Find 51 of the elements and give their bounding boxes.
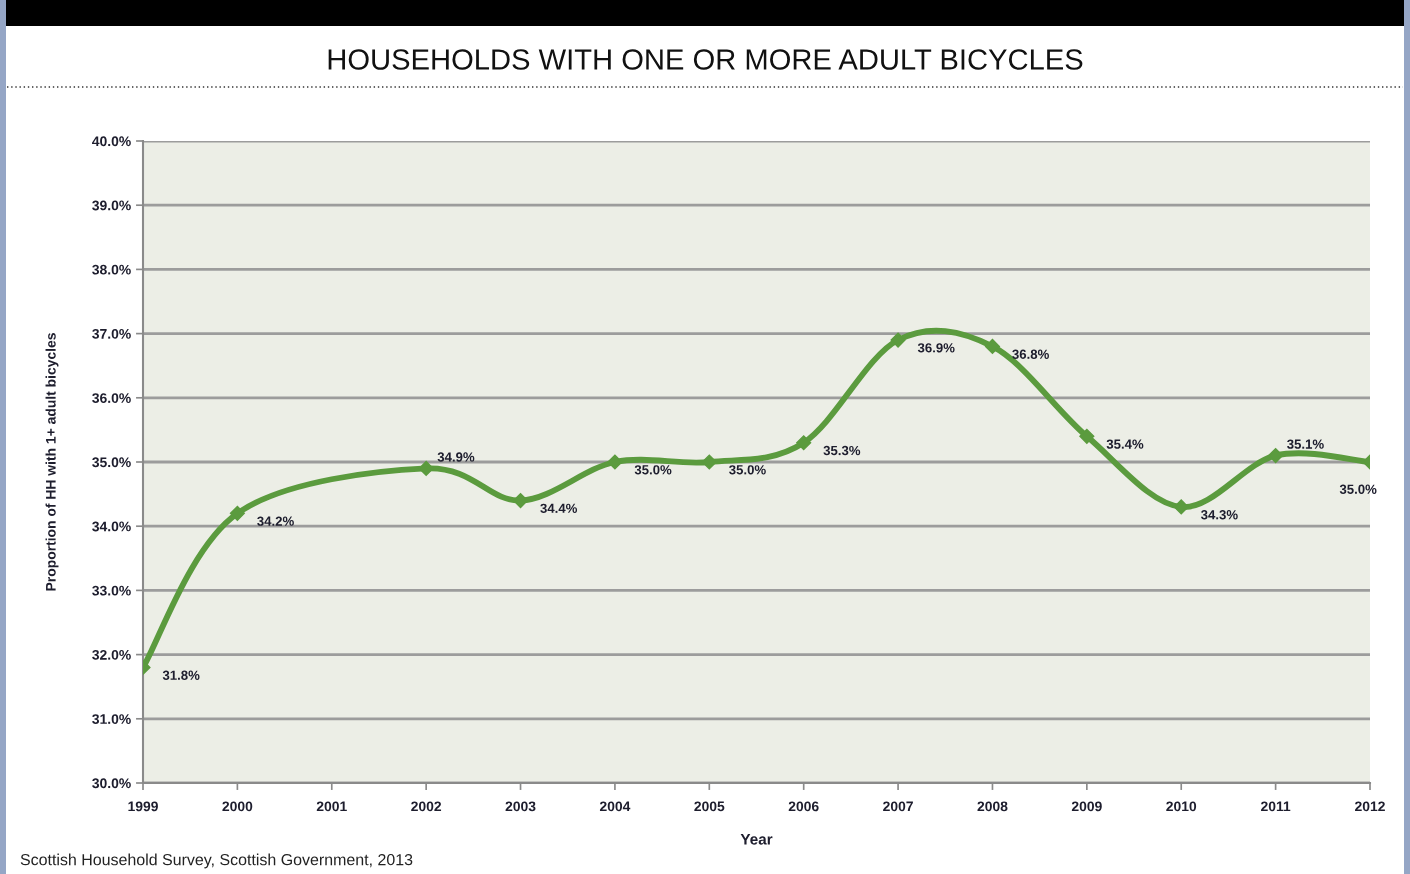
x-tick-label: 2005 <box>694 801 725 812</box>
y-tick-label: 36.0% <box>92 393 131 403</box>
x-tick-label: 2000 <box>222 801 253 812</box>
data-label: 35.3% <box>823 445 861 456</box>
y-tick-label: 33.0% <box>92 585 131 596</box>
data-label: 35.0% <box>729 465 766 475</box>
text: Scottish Household Survey, Scottish Government, 2013 <box>20 853 413 869</box>
y-tick-label: 31.0% <box>92 714 131 724</box>
x-tick-label: 2007 <box>883 801 913 812</box>
point <box>796 435 812 451</box>
point <box>229 505 245 521</box>
x-tick-label: 2010 <box>1166 801 1197 812</box>
x-tick-label: 2004 <box>599 801 631 812</box>
y-tick-label: 35.0% <box>92 457 131 468</box>
y-tick-label: 40.0% <box>92 136 131 147</box>
x-tick-label: 2001 <box>316 801 347 812</box>
x-tick-label: 2009 <box>1071 801 1102 812</box>
point <box>1173 499 1189 515</box>
point <box>607 454 623 470</box>
data-label: 35.4% <box>1106 439 1144 449</box>
data-label: 34.3% <box>1200 510 1238 520</box>
data-label: 34.9% <box>437 452 475 462</box>
y-tick-label: 34.0% <box>92 521 131 532</box>
point <box>1079 428 1095 444</box>
y-tick-label: 37.0% <box>92 328 131 339</box>
y-tick-label: 30.0% <box>92 778 131 789</box>
x-tick-label: 2003 <box>505 801 536 812</box>
x-tick-label: 2008 <box>977 801 1008 812</box>
x-tick-label: 2002 <box>411 801 442 812</box>
data-label: 35.1% <box>1287 439 1324 449</box>
data-label: 35.0% <box>634 465 672 475</box>
x-tick-label: 2011 <box>1261 801 1291 812</box>
x-tick-label: 1999 <box>128 801 158 812</box>
y-tick-label: 38.0% <box>92 264 131 275</box>
data-label: 34.2% <box>257 516 294 526</box>
chart-title: HOUSEHOLDS WITH ONE OR MORE ADULT BICYCLES <box>328 49 1083 70</box>
data-label: 36.8% <box>1012 349 1049 359</box>
data-label: 35.0% <box>1339 484 1377 494</box>
data-label: 34.4% <box>540 503 578 514</box>
x-tick-label: 2012 <box>1355 801 1385 812</box>
point <box>984 338 1001 355</box>
point <box>890 332 906 348</box>
point <box>701 454 717 470</box>
point <box>1268 448 1284 464</box>
data-label: 31.8% <box>162 670 200 680</box>
x-axis-title: Year <box>740 834 773 845</box>
data-label: 36.9% <box>917 343 955 353</box>
y-tick-label: 32.0% <box>92 649 131 660</box>
x-tick-label: 2006 <box>788 801 819 812</box>
y-tick-label: 39.0% <box>92 200 131 211</box>
y-axis-title: Proportion of HH with 1+ adult bicycles <box>45 333 59 591</box>
